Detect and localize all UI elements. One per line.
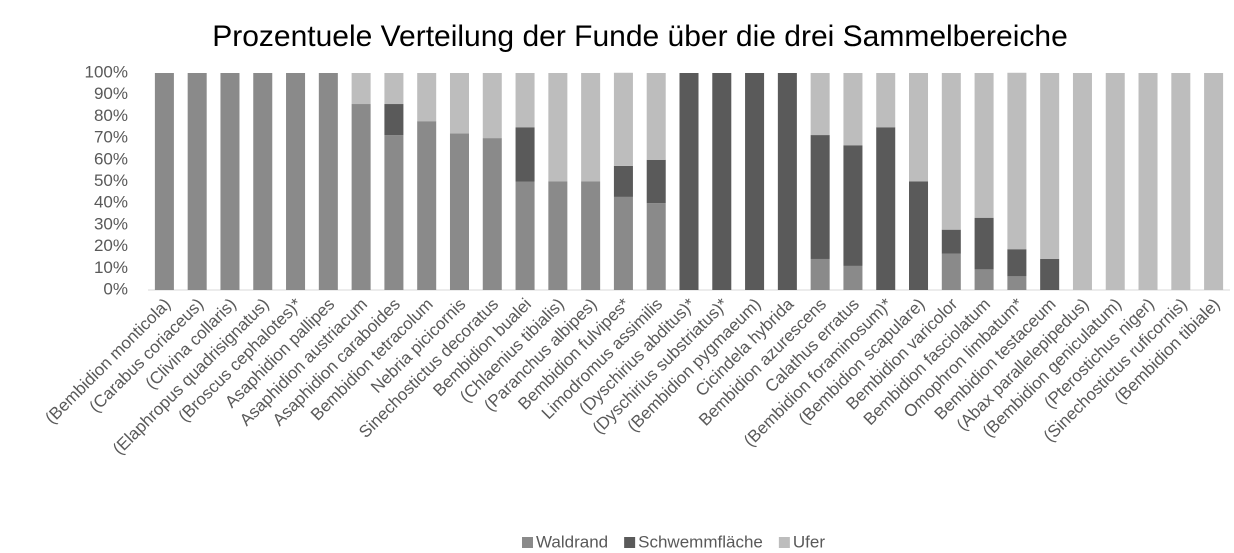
- bar-segment: [351, 73, 371, 105]
- bar-segment: [613, 196, 633, 290]
- bar-segment: [843, 73, 863, 146]
- bar-segment: [515, 181, 535, 290]
- bar-segment: [515, 127, 535, 182]
- bar-segment: [810, 258, 830, 290]
- bar-segment: [876, 73, 896, 128]
- y-tick-label: 20%: [94, 236, 128, 255]
- bar-segment: [384, 73, 404, 105]
- bar-segment: [286, 73, 306, 290]
- y-tick-label: 80%: [94, 106, 128, 125]
- bar-segment: [1171, 73, 1191, 290]
- legend-label: Waldrand: [536, 532, 608, 551]
- bar-segment: [1138, 73, 1158, 290]
- bar-segment: [253, 73, 273, 290]
- bar-segment: [318, 73, 338, 290]
- y-tick-label: 30%: [94, 214, 128, 233]
- bar-segment: [187, 73, 207, 290]
- bar-segment: [581, 181, 601, 290]
- legend-label: Schwemmfläche: [638, 532, 763, 551]
- bar-segment: [646, 203, 666, 290]
- bar-segment: [548, 73, 568, 182]
- chart-title: Prozentuele Verteilung der Funde über di…: [212, 20, 1068, 53]
- bar-segment: [548, 181, 568, 290]
- bar-segment: [941, 253, 961, 290]
- bar-segment: [417, 73, 437, 122]
- bar-segment: [909, 73, 929, 182]
- bar-segment: [581, 73, 601, 182]
- y-tick-label: 70%: [94, 128, 128, 147]
- legend-label: Ufer: [793, 532, 825, 551]
- bar-segment: [941, 229, 961, 254]
- bar-segment: [417, 121, 437, 290]
- bar-segment: [745, 73, 765, 290]
- bar-segment: [646, 73, 666, 160]
- bar-segment: [351, 104, 371, 290]
- bar-segment: [679, 73, 699, 290]
- y-tick-label: 100%: [85, 62, 128, 81]
- bar-segment: [1040, 258, 1060, 290]
- bar-segment: [482, 73, 502, 139]
- bar-segment: [384, 135, 404, 290]
- bar-segment: [974, 217, 994, 270]
- bar-segment: [1007, 72, 1027, 250]
- bar-segment: [876, 127, 896, 290]
- bar-segment: [810, 135, 830, 259]
- y-tick-label: 0%: [103, 279, 128, 298]
- bar-segment: [613, 165, 633, 197]
- bar-segment: [1204, 73, 1224, 290]
- y-tick-label: 50%: [94, 171, 128, 190]
- bar-segment: [810, 73, 830, 136]
- bar-segment: [1007, 276, 1027, 290]
- bar-segment: [1040, 73, 1060, 259]
- y-tick-label: 90%: [94, 84, 128, 103]
- bar-segment: [712, 73, 732, 290]
- bar-segment: [777, 73, 797, 290]
- bar-segment: [843, 145, 863, 266]
- bar-segment: [449, 133, 469, 290]
- bar-segment: [482, 138, 502, 290]
- y-tick-label: 60%: [94, 149, 128, 168]
- bar-segment: [1007, 249, 1027, 277]
- bar-segment: [154, 73, 174, 290]
- legend-swatch: [624, 537, 636, 548]
- bar-segment: [1105, 73, 1125, 290]
- bar-segment: [974, 73, 994, 218]
- y-tick-label: 40%: [94, 193, 128, 212]
- legend-swatch: [778, 537, 790, 548]
- legend-swatch: [522, 537, 533, 548]
- bar-segment: [220, 73, 240, 290]
- bar-segment: [941, 73, 961, 230]
- bar-segment: [384, 104, 404, 136]
- bar-segment: [843, 265, 863, 290]
- bar-segment: [974, 269, 994, 290]
- bar-segment: [909, 181, 929, 290]
- bar-segment: [1072, 73, 1092, 290]
- bar-segment: [646, 159, 666, 204]
- bar-segment: [613, 72, 633, 166]
- bar-segment: [449, 73, 469, 134]
- bar-segment: [515, 73, 535, 128]
- y-tick-label: 10%: [94, 258, 128, 277]
